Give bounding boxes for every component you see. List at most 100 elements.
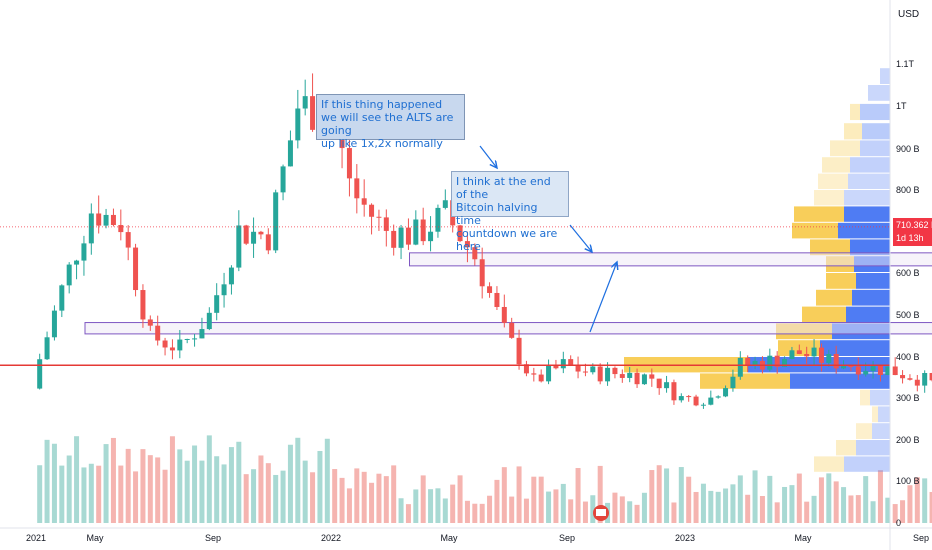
volume-bar [907, 485, 913, 523]
candle-body [656, 378, 662, 389]
candle-body [708, 397, 714, 405]
volume-bar [310, 472, 316, 523]
volume-bar [383, 476, 389, 523]
volume-bar [804, 501, 810, 523]
profile-bar-blue [848, 173, 890, 189]
profile-bar-yellow [836, 440, 856, 456]
volume-bar [339, 477, 345, 523]
volume-bar [125, 448, 131, 523]
candle-body [730, 376, 736, 389]
candle-body [590, 366, 596, 373]
volume-bar [730, 484, 736, 523]
price-zone [409, 252, 932, 267]
volume-bar [88, 463, 94, 523]
candle-body [96, 213, 102, 226]
candle-body [804, 353, 810, 357]
volume-bar [789, 485, 795, 523]
x-tick-label: 2021 [26, 533, 46, 543]
candle-body [649, 374, 655, 379]
volume-bar [354, 468, 360, 523]
candle-body [789, 350, 795, 360]
y-tick-label: 800 B [896, 185, 920, 195]
volume-bar [538, 476, 544, 523]
candle-body [346, 148, 352, 179]
volume-bar [922, 478, 928, 523]
candle-body [494, 292, 500, 307]
event-flag-stripe [596, 509, 606, 516]
volume-bar [737, 475, 743, 523]
volume-bar [597, 465, 603, 523]
volume-bar [258, 455, 264, 523]
volume-bar [37, 465, 43, 523]
profile-bar-yellow [816, 289, 852, 306]
candle-body [428, 231, 434, 242]
candle-body [752, 360, 758, 365]
candle-body [110, 214, 116, 226]
volume-bar [590, 495, 596, 523]
candle-body [413, 219, 419, 245]
volume-bar [863, 476, 869, 523]
volume-bar [199, 460, 205, 523]
candle-body [531, 373, 537, 375]
volume-bar [457, 475, 463, 523]
volume-bar [243, 474, 249, 523]
candle-body [627, 372, 633, 378]
annotation-alts[interactable]: If this thing happened we will see the A… [316, 94, 465, 150]
candle-body [715, 396, 721, 398]
volume-bar [693, 491, 699, 523]
profile-bar-yellow [872, 406, 878, 423]
volume-bar [516, 466, 522, 523]
profile-bar-blue [880, 68, 890, 84]
candle-body [133, 247, 139, 291]
candle-body [634, 372, 640, 385]
candle-body [236, 225, 242, 268]
candle-body [900, 375, 906, 379]
candle-body [641, 374, 647, 385]
volume-bar [464, 500, 470, 523]
levels [0, 226, 890, 366]
candle-body [192, 338, 198, 340]
candle-body [605, 367, 611, 382]
volume-bar [81, 467, 87, 523]
y-tick-label: 0 [896, 518, 901, 528]
candle-body [678, 396, 684, 401]
volume-bar [103, 444, 109, 523]
currency-label[interactable]: USD [898, 9, 920, 20]
volume-bar [192, 445, 198, 523]
volume-bar [162, 469, 168, 523]
profile-bar-blue [844, 190, 890, 206]
y-tick-label: 1T [896, 101, 907, 111]
y-tick-label: 100 B [896, 476, 920, 486]
profile-bar-yellow [856, 423, 872, 439]
y-tick-label: 200 B [896, 435, 920, 445]
volume-bar [811, 495, 817, 523]
candle-body [582, 371, 588, 373]
candle-body [929, 373, 932, 381]
profile-bar-yellow [822, 157, 850, 173]
x-tick-label: 2022 [321, 533, 341, 543]
candle-body [516, 337, 522, 365]
annotation-halving[interactable]: I think at the end of the Bitcoin halvin… [451, 171, 569, 253]
volume-bar [619, 496, 625, 523]
candle-body [833, 353, 839, 369]
volume-bar [848, 495, 854, 523]
volume-bar [759, 496, 765, 523]
profile-bar-yellow [802, 306, 846, 323]
volume-bar [435, 488, 441, 523]
arrow-note1 [479, 145, 497, 168]
profile-bar-blue [850, 239, 890, 256]
candle-body [287, 140, 293, 167]
candle-body [147, 319, 153, 326]
volume-bar [560, 483, 566, 523]
volume-bar [369, 482, 375, 523]
candle-body [59, 285, 65, 311]
volume-bar [405, 504, 411, 523]
candle-body [848, 366, 854, 368]
arrows [479, 145, 617, 521]
candle-body [206, 312, 212, 330]
x-tick-label: May [794, 533, 812, 543]
profile-bar-blue [870, 389, 890, 406]
volume-bar [523, 498, 529, 523]
candle-body [302, 96, 308, 109]
